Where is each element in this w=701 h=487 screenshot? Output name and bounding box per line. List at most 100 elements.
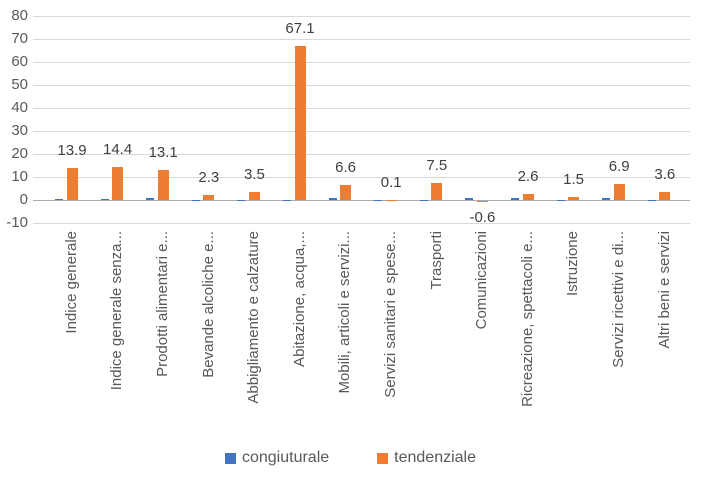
data-label: 0.1 <box>380 173 402 191</box>
y-tick-label: 80 <box>11 7 28 24</box>
x-category-label: Servizi sanitari e spese... <box>381 231 399 398</box>
x-category-column: Ricreazione, spettacoli e... <box>505 231 551 429</box>
x-category-label: Trasporti <box>427 231 445 290</box>
data-label: 1.5 <box>563 170 585 188</box>
bar-congiuturale <box>511 197 519 200</box>
gridline <box>33 62 690 63</box>
x-category-column: Altri beni e servizi <box>642 231 688 429</box>
bar-tendenziale <box>568 196 580 200</box>
bar-congiuturale <box>647 199 656 201</box>
gridline <box>33 16 690 17</box>
x-category-column: Abbigliamento e calzature <box>231 231 277 429</box>
legend: congiuturale tendenziale <box>0 449 701 467</box>
gridline <box>33 177 690 178</box>
legend-label: tendenziale <box>394 449 476 466</box>
data-label: 6.9 <box>608 158 630 176</box>
x-category-label: Prodotti alimentari e... <box>153 231 171 377</box>
data-label: 2.6 <box>517 168 539 186</box>
bar-congiuturale <box>283 199 291 201</box>
x-category-column: Servizi sanitari e spese... <box>368 231 414 429</box>
x-category-column: Istruzione <box>551 231 597 429</box>
bar-tendenziale <box>613 184 625 200</box>
x-category-label: Indice generale <box>62 231 80 334</box>
bar-tendenziale <box>476 201 488 203</box>
bar-congiuturale <box>328 197 337 200</box>
data-label: 3.6 <box>654 165 676 183</box>
y-tick-label: 20 <box>11 145 28 162</box>
gridline <box>33 85 690 86</box>
bar-tendenziale <box>112 166 124 200</box>
y-tick-label: 50 <box>11 76 28 93</box>
legend-label: congiuturale <box>241 449 330 466</box>
x-category-label: Servizi ricettivi e di... <box>609 231 627 368</box>
bar-tendenziale <box>157 169 169 200</box>
gridline <box>33 131 690 132</box>
x-category-label: Abitazione, acqua,... <box>290 231 308 367</box>
bar-congiuturale <box>556 199 565 201</box>
data-label: 13.9 <box>57 142 87 160</box>
x-category-label: Altri beni e servizi <box>655 231 673 349</box>
data-label: 3.5 <box>243 165 265 183</box>
x-category-label: Bevande alcoliche e... <box>199 231 217 378</box>
x-category-label: Mobili, articoli e servizi... <box>336 231 354 394</box>
bar-tendenziale <box>659 191 671 200</box>
data-label: 7.5 <box>426 156 448 174</box>
bar-congiuturale <box>146 197 155 200</box>
x-axis-line <box>33 200 690 201</box>
bar-tendenziale <box>340 184 352 200</box>
bar-congiuturale <box>191 199 200 201</box>
x-category-column: Trasporti <box>414 231 460 429</box>
x-category-label: Comunicazioni <box>473 231 491 330</box>
gridline <box>33 39 690 40</box>
x-category-label: Abbigliamento e calzature <box>245 231 263 404</box>
bar-congiuturale <box>465 198 474 200</box>
y-tick-label: 60 <box>11 53 28 70</box>
bar-congiuturale <box>55 198 63 200</box>
data-label: 6.6 <box>335 158 357 176</box>
x-category-column: Indice generale senza... <box>95 231 141 429</box>
x-category-column: Mobili, articoli e servizi... <box>323 231 369 429</box>
y-axis: 80 70 60 50 40 30 20 10 0 -10 <box>0 0 28 240</box>
bar-congiuturale <box>237 199 246 201</box>
x-category-label: Istruzione <box>564 231 582 297</box>
y-tick-label: -10 <box>6 214 28 231</box>
x-category-column: Comunicazioni <box>459 231 505 429</box>
x-category-column: Indice generale <box>49 231 95 429</box>
bar-tendenziale <box>522 194 534 200</box>
data-label: 13.1 <box>148 143 178 161</box>
x-category-column: Prodotti alimentari e... <box>140 231 186 429</box>
data-label: -0.6 <box>469 209 496 227</box>
x-category-column: Bevande alcoliche e... <box>186 231 232 429</box>
x-category-column: Servizi ricettivi e di... <box>596 231 642 429</box>
x-category-label: Ricreazione, spettacoli e... <box>518 231 536 407</box>
legend-swatch-congiuturale <box>224 452 236 464</box>
data-label: 67.1 <box>285 19 315 37</box>
bar-tendenziale <box>385 199 397 201</box>
y-tick-label: 10 <box>11 168 28 185</box>
data-label: 2.3 <box>198 168 220 186</box>
gridline <box>33 154 690 155</box>
y-tick-label: 70 <box>11 30 28 47</box>
x-category-column: Abitazione, acqua,... <box>277 231 323 429</box>
y-tick-label: 40 <box>11 99 28 116</box>
bar-tendenziale <box>431 182 443 200</box>
data-label: 14.4 <box>102 140 133 158</box>
bar-congiuturale <box>100 198 109 200</box>
gridline <box>33 108 690 109</box>
bar-congiuturale <box>419 199 428 201</box>
legend-item-congiuturale: congiuturale <box>224 449 330 467</box>
gridline <box>33 223 690 224</box>
legend-swatch-tendenziale <box>377 452 389 464</box>
x-category-label: Indice generale senza... <box>108 231 126 391</box>
bar-tendenziale <box>203 194 215 200</box>
bar-tendenziale <box>248 191 260 200</box>
bar-tendenziale <box>294 45 306 200</box>
y-tick-label: 0 <box>19 191 28 208</box>
bar-congiuturale <box>374 199 383 201</box>
bar-congiuturale <box>602 197 611 200</box>
plot-area: 13.9 14.4 13.1 2.3 3.5 67.1 6.6 0.1 7.5 -0.6 2.6 1.… <box>33 16 690 226</box>
bar-tendenziale <box>66 168 78 200</box>
y-tick-label: 30 <box>11 122 28 139</box>
legend-item-tendenziale: tendenziale <box>377 449 476 467</box>
